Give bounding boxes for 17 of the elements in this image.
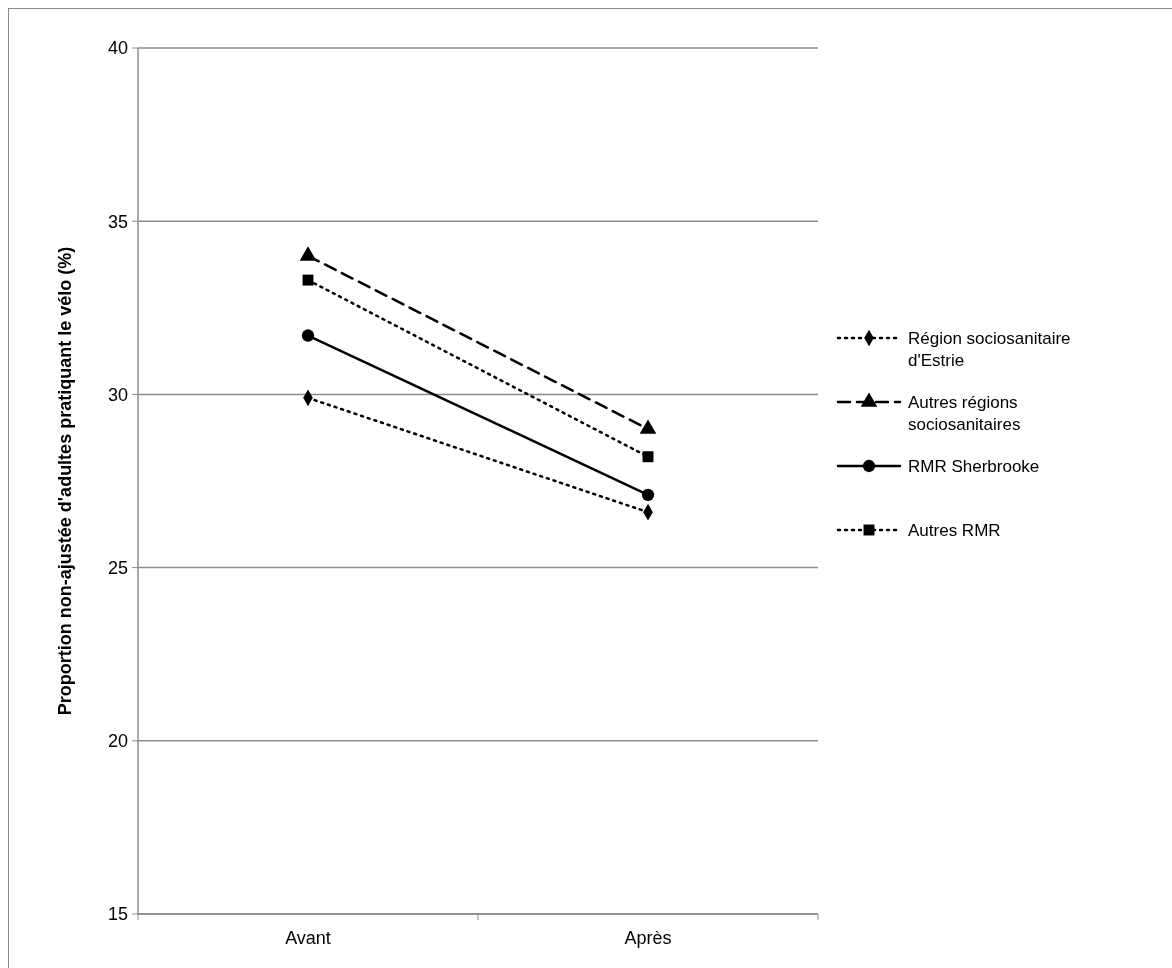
point xyxy=(302,274,314,286)
x-tick-label: Après xyxy=(624,928,672,948)
point xyxy=(642,451,654,463)
y-tick-label: 20 xyxy=(107,731,128,752)
legend-label: RMR Sherbrooke xyxy=(908,456,1040,476)
y-tick-label: 30 xyxy=(107,384,128,405)
y-tick-label: 40 xyxy=(107,38,128,59)
y-tick-label: 35 xyxy=(107,211,128,232)
y-tick-label: 25 xyxy=(107,557,128,578)
point xyxy=(301,329,315,342)
y-axis-title: Proportion non-ajustée d'adultes pratiquant le vélo (%) xyxy=(55,246,75,716)
legend-label: Région sociosanitaire d'Estrie xyxy=(908,328,1071,371)
legend-label: Autres RMR xyxy=(908,520,1001,540)
point xyxy=(641,488,655,502)
x-tick-label: Avant xyxy=(285,928,331,948)
legend-label: Autres régions sociosanitaires xyxy=(908,392,1021,435)
y-tick-label: 15 xyxy=(107,904,128,925)
